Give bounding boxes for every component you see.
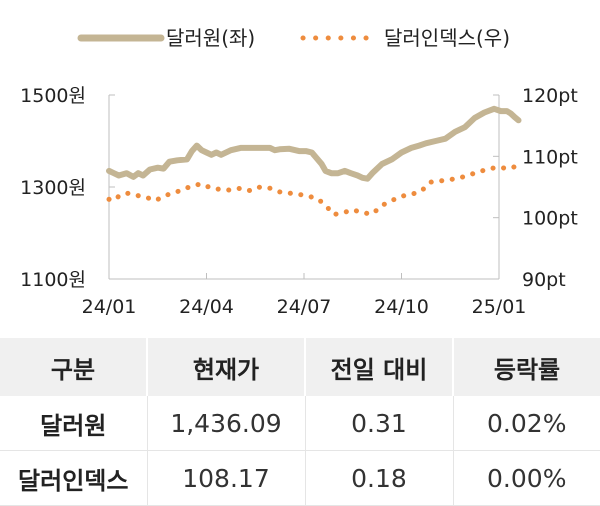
right-axis-ticks: 120pt 110pt 100pt 90pt xyxy=(493,85,578,291)
x-tick-label: 24/04 xyxy=(179,296,234,318)
header-category: 구분 xyxy=(0,338,147,396)
table-header-row: 구분 현재가 전일 대비 등락률 xyxy=(0,338,600,396)
right-tick-label: 120pt xyxy=(522,85,578,107)
change-rate: 0.02% xyxy=(452,396,600,451)
change-value: 0.31 xyxy=(304,396,453,451)
series-layer xyxy=(106,105,522,218)
left-tick-label: 1100원 xyxy=(20,269,86,291)
row-label: 달러원 xyxy=(0,396,147,451)
right-tick-label: 100pt xyxy=(522,208,578,230)
legend: 달러원(좌) 달러인덱스(우) xyxy=(77,26,510,50)
series-line-dollar-won xyxy=(106,105,522,182)
left-axis-ticks: 1500원 1300원 1100원 xyxy=(20,85,115,291)
quote-table: 구분 현재가 전일 대비 등락률 달러원 1,436.09 0.31 0.02%… xyxy=(0,338,600,506)
left-tick-label: 1500원 xyxy=(20,85,86,107)
change-value: 0.18 xyxy=(304,450,453,506)
exchange-rate-chart: 달러원(좌) 달러인덱스(우) 1500원 1300원 1100원 120pt 110… xyxy=(20,26,578,318)
header-change-rate: 등락률 xyxy=(452,338,600,396)
x-axis-ticks: 24/01 24/04 24/07 24/10 25/01 xyxy=(82,273,527,318)
left-tick-label: 1300원 xyxy=(20,177,86,199)
table-row: 달러인덱스 108.17 0.18 0.00% xyxy=(0,450,600,506)
legend-label-dollar-index: 달러인덱스(우) xyxy=(384,26,510,50)
current-price: 1,436.09 xyxy=(146,396,305,451)
header-current-price: 현재가 xyxy=(146,338,305,396)
x-tick-label: 24/10 xyxy=(374,296,429,318)
row-label: 달러인덱스 xyxy=(0,450,147,506)
x-tick-label: 24/07 xyxy=(277,296,332,318)
current-price: 108.17 xyxy=(146,450,305,506)
right-tick-label: 90pt xyxy=(522,269,566,291)
x-tick-label: 25/01 xyxy=(472,296,527,318)
header-change: 전일 대비 xyxy=(304,338,453,396)
legend-label-dollar-won: 달러원(좌) xyxy=(166,26,255,50)
right-tick-label: 110pt xyxy=(522,146,578,168)
axis-frame xyxy=(108,95,500,280)
change-rate: 0.00% xyxy=(452,450,600,506)
table-row: 달러원 1,436.09 0.31 0.02% xyxy=(0,396,600,451)
series-line-dollar-index xyxy=(106,163,521,218)
x-tick-label: 24/01 xyxy=(82,296,137,318)
